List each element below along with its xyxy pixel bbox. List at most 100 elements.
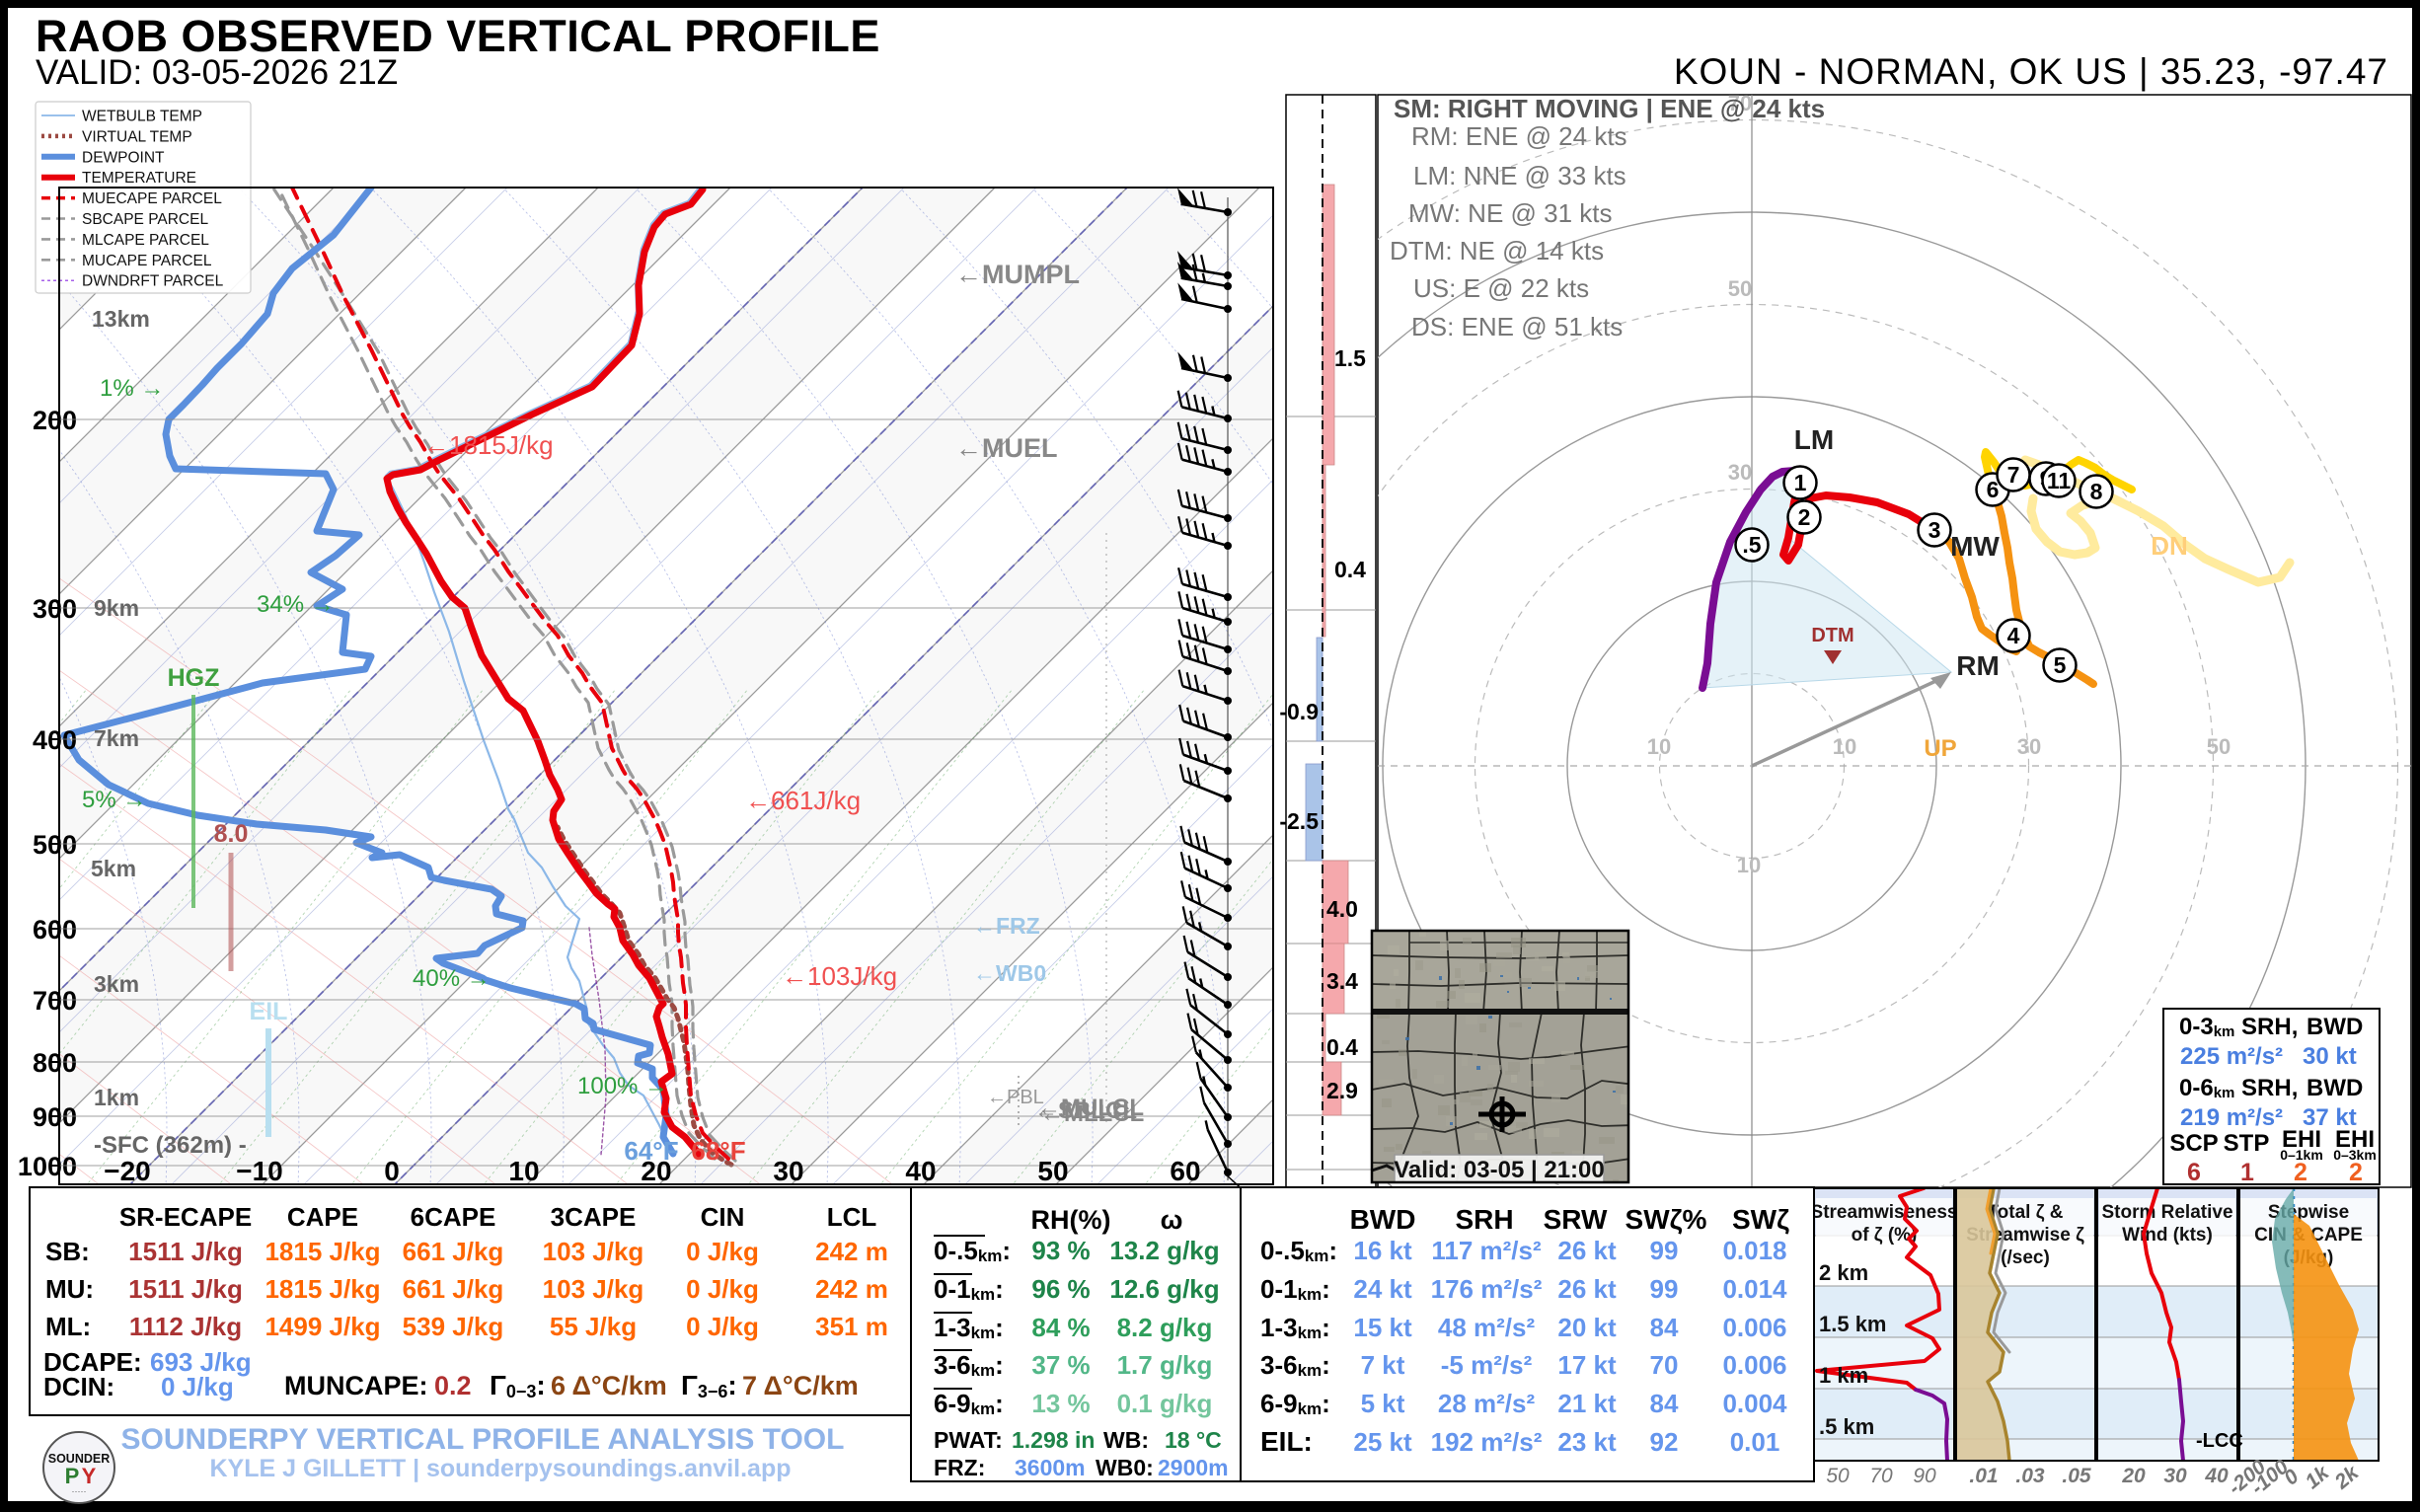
svg-text:EHI: EHI	[2335, 1126, 2375, 1153]
svg-text:←1815J/kg: ←1815J/kg	[423, 430, 554, 460]
svg-text:DS: ENE @ 51 kts: DS: ENE @ 51 kts	[1411, 312, 1623, 341]
svg-text:99: 99	[1650, 1274, 1679, 1304]
svg-text:VALID: 03-05-2026 21Z: VALID: 03-05-2026 21Z	[36, 53, 398, 92]
svg-text:10: 10	[1833, 734, 1856, 759]
svg-text:.5: .5	[1742, 532, 1761, 558]
svg-text:MU:: MU:	[45, 1274, 94, 1304]
svg-text:←WB0: ←WB0	[973, 960, 1046, 986]
svg-text:99: 99	[1650, 1236, 1679, 1265]
svg-text:6CAPE: 6CAPE	[411, 1202, 496, 1232]
svg-text:8.2 g/kg: 8.2 g/kg	[1117, 1313, 1213, 1342]
svg-text:100% →: 100% →	[577, 1073, 668, 1099]
svg-text:0 J/kg: 0 J/kg	[686, 1274, 759, 1304]
svg-text:SRW: SRW	[1544, 1204, 1608, 1235]
svg-text:7 kt: 7 kt	[1361, 1350, 1405, 1380]
svg-text:Total ζ &: Total ζ &	[1987, 1202, 2063, 1223]
svg-text:CIN: CIN	[701, 1202, 745, 1232]
svg-text:6: 6	[1987, 477, 2000, 502]
svg-text:103 J/kg: 103 J/kg	[543, 1237, 644, 1266]
svg-text:DN: DN	[2151, 531, 2188, 561]
svg-text:192 m²/s²: 192 m²/s²	[1431, 1427, 1543, 1457]
svg-text:1% →: 1% →	[100, 375, 164, 402]
svg-text:17 kt: 17 kt	[1557, 1350, 1617, 1380]
svg-text:-5 m²/s²: -5 m²/s²	[1441, 1350, 1533, 1380]
svg-text:50: 50	[1728, 276, 1752, 301]
svg-text:0.014: 0.014	[1722, 1274, 1787, 1304]
svg-text:SWζ: SWζ	[1732, 1204, 1789, 1235]
svg-text:0-6km SRH,: 0-6km SRH,	[2179, 1075, 2298, 1101]
svg-text:PWAT:: PWAT:	[934, 1427, 1003, 1453]
svg-text:2 km: 2 km	[1819, 1260, 1868, 1285]
svg-text:EIL: EIL	[250, 998, 288, 1025]
svg-text:3.4: 3.4	[1326, 968, 1358, 994]
svg-text:5 kt: 5 kt	[1361, 1389, 1405, 1418]
svg-text:18 °C: 18 °C	[1165, 1427, 1222, 1453]
svg-text:4: 4	[2007, 623, 2020, 648]
svg-text:12.6 g/kg: 12.6 g/kg	[1109, 1274, 1219, 1304]
svg-text:DTM: NE @ 14 kts: DTM: NE @ 14 kts	[1390, 236, 1604, 265]
svg-text:351 m: 351 m	[815, 1312, 888, 1341]
svg-text:4.0: 4.0	[1326, 896, 1358, 922]
svg-text:2900m: 2900m	[1158, 1455, 1229, 1480]
svg-text:DCAPE:: DCAPE:	[43, 1347, 142, 1377]
svg-text:103 J/kg: 103 J/kg	[543, 1274, 644, 1304]
svg-text:68°F: 68°F	[691, 1136, 745, 1166]
svg-text:26 kt: 26 kt	[1557, 1236, 1617, 1265]
svg-text:EIL:: EIL:	[1260, 1426, 1313, 1457]
svg-text:Valid: 03-05 | 21:00: Valid: 03-05 | 21:00	[1394, 1157, 1605, 1183]
svg-text:KOUN - NORMAN, OK US | 35.23,: KOUN - NORMAN, OK US | 35.23, -97.47	[1674, 51, 2388, 92]
svg-text:1: 1	[1794, 470, 1807, 495]
svg-text:37 kt: 37 kt	[2303, 1104, 2357, 1131]
svg-text:60: 60	[1170, 1156, 1200, 1186]
svg-text:84 %: 84 %	[1031, 1313, 1090, 1342]
svg-text:70: 70	[1869, 1465, 1893, 1487]
svg-text:STP: STP	[2224, 1130, 2270, 1157]
svg-text:13 %: 13 %	[1031, 1389, 1090, 1418]
svg-text:SRH: SRH	[1455, 1204, 1513, 1235]
svg-text:55 J/kg: 55 J/kg	[550, 1312, 637, 1341]
svg-text:0.4: 0.4	[1326, 1034, 1358, 1060]
svg-text:539 J/kg: 539 J/kg	[403, 1312, 504, 1341]
svg-text:242 m: 242 m	[815, 1274, 888, 1304]
svg-text:SCP: SCP	[2169, 1130, 2218, 1157]
svg-text:MUCAPE PARCEL: MUCAPE PARCEL	[82, 253, 212, 269]
svg-text:BWD: BWD	[2307, 1014, 2363, 1040]
svg-text:-SFC (362m) -: -SFC (362m) -	[94, 1132, 247, 1159]
svg-text:1 km: 1 km	[1819, 1363, 1868, 1388]
svg-text:92: 92	[1650, 1427, 1679, 1457]
svg-text:TEMPERATURE: TEMPERATURE	[82, 170, 196, 187]
svg-text:DWNDRFT PARCEL: DWNDRFT PARCEL	[82, 273, 224, 290]
svg-text:1511 J/kg: 1511 J/kg	[128, 1237, 243, 1266]
svg-text:SWζ%: SWζ%	[1626, 1204, 1707, 1235]
svg-text:2: 2	[2349, 1159, 2363, 1186]
svg-text:.5 km: .5 km	[1819, 1414, 1874, 1439]
svg-text:10: 10	[1737, 853, 1761, 877]
svg-text:RAOB OBSERVED VERTICAL PROFILE: RAOB OBSERVED VERTICAL PROFILE	[36, 11, 880, 61]
svg-text:1.7 g/kg: 1.7 g/kg	[1117, 1350, 1213, 1380]
svg-text:-2.5: -2.5	[1279, 808, 1319, 834]
svg-text:LM: NNE @ 33 kts: LM: NNE @ 33 kts	[1413, 161, 1626, 190]
svg-text:←MUMPL: ←MUMPL	[955, 260, 1080, 289]
svg-text:28 m²/s²: 28 m²/s²	[1438, 1389, 1536, 1418]
svg-text:90: 90	[1913, 1465, 1936, 1487]
svg-text:.03: .03	[2015, 1465, 2045, 1487]
svg-text:0.01: 0.01	[1730, 1427, 1780, 1457]
svg-text:FRZ:: FRZ:	[934, 1455, 985, 1480]
svg-text:0.4: 0.4	[1334, 557, 1366, 582]
svg-text:1000: 1000	[18, 1152, 77, 1181]
svg-text:70: 70	[1728, 91, 1752, 115]
svg-text:1-3km:: 1-3km:	[934, 1313, 1004, 1342]
svg-text:←MLLCL: ←MLLCL	[1040, 1100, 1144, 1127]
svg-text:37 %: 37 %	[1031, 1350, 1090, 1380]
svg-text:UP: UP	[1924, 735, 1956, 762]
svg-text:5: 5	[2054, 652, 2067, 678]
svg-text:84: 84	[1650, 1389, 1679, 1418]
svg-text:1: 1	[2240, 1159, 2254, 1186]
svg-text:−10: −10	[236, 1156, 283, 1186]
svg-text:Y: Y	[82, 1464, 97, 1488]
svg-text:WB:: WB:	[1103, 1427, 1149, 1453]
svg-text:2: 2	[1798, 504, 1811, 530]
svg-text:0 J/kg: 0 J/kg	[686, 1237, 759, 1266]
svg-text:SOUNDER: SOUNDER	[48, 1452, 111, 1466]
svg-text:50: 50	[2207, 734, 2231, 759]
